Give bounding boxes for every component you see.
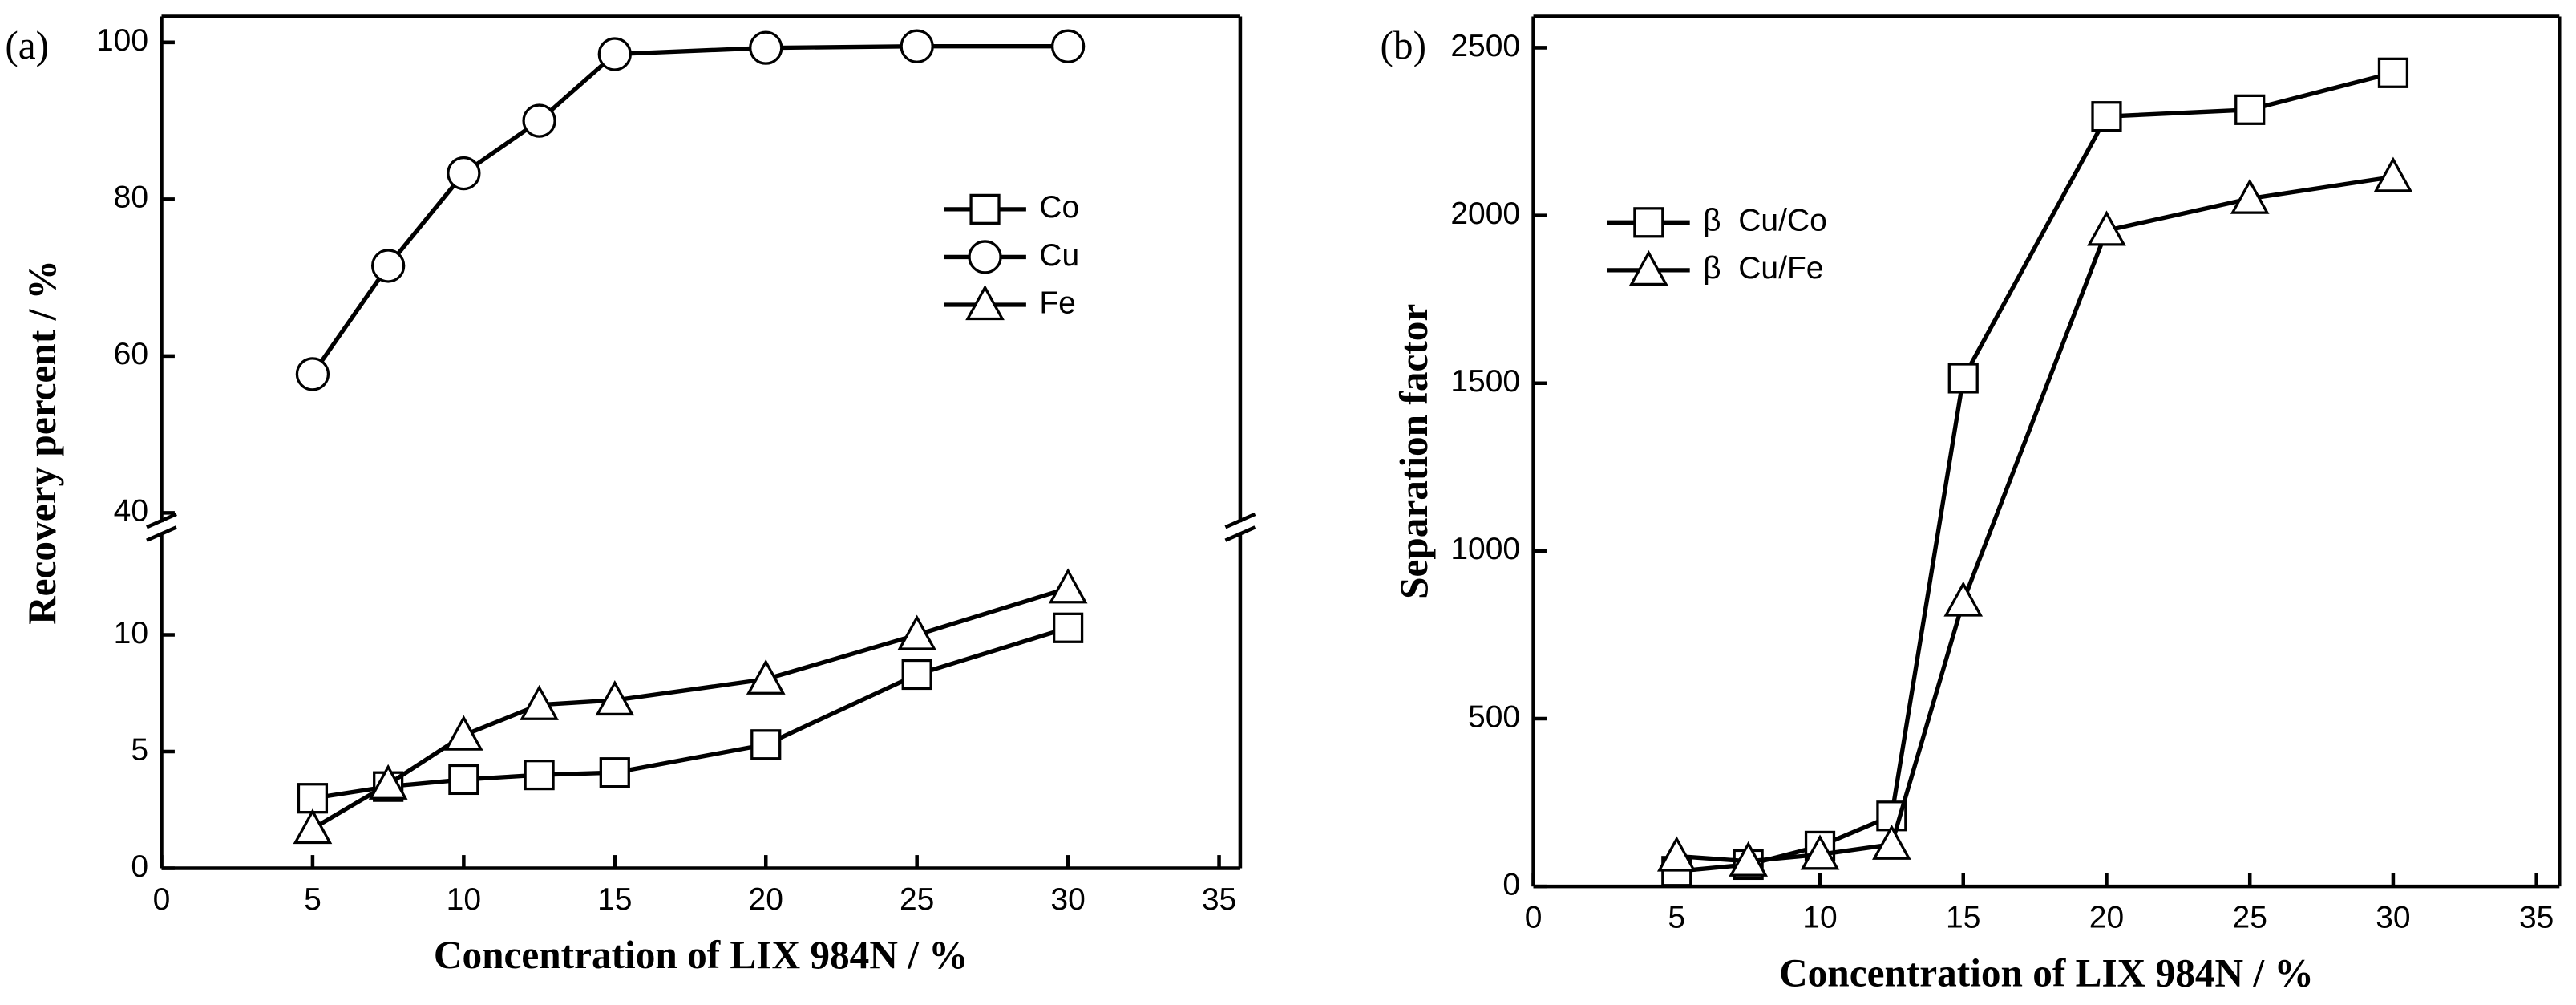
y-tick-label: 80 [114, 180, 148, 215]
x-tick-label: 20 [749, 882, 783, 917]
y-tick-label: 40 [114, 494, 148, 529]
y-tick-label: 100 [96, 23, 148, 58]
data-point [746, 659, 786, 695]
x-tick-label: 25 [2233, 900, 2267, 934]
data-point [1656, 836, 1696, 872]
panel-label: (a) [5, 23, 49, 67]
data-point [444, 715, 483, 751]
x-tick-label: 30 [2376, 900, 2410, 934]
data-point [370, 249, 406, 283]
x-tick-label: 10 [1802, 900, 1837, 934]
data-point [293, 808, 333, 845]
y-tick-label: 60 [114, 337, 148, 371]
data-point [595, 680, 635, 716]
y-tick-label: 5 [131, 732, 148, 767]
x-tick-label: 0 [153, 882, 171, 917]
legend-marker [968, 240, 1002, 274]
x-axis-label: Concentration of LIX 984N / % [434, 933, 969, 977]
axis-break [1224, 525, 1256, 542]
data-point [749, 30, 783, 65]
data-point [2087, 210, 2126, 246]
y-tick-label: 10 [114, 616, 148, 650]
data-point [2377, 57, 2409, 88]
data-point [1053, 612, 1084, 643]
y-tick-label: 0 [1502, 867, 1520, 902]
y-tick-label: 500 [1468, 699, 1520, 734]
y-tick-label: 1000 [1450, 532, 1520, 566]
y-tick-label: 2500 [1450, 29, 1520, 63]
x-tick-label: 35 [1202, 882, 1236, 917]
legend-marker [969, 193, 1001, 225]
data-point [750, 729, 782, 760]
data-point [599, 757, 630, 788]
data-point [2234, 94, 2266, 125]
data-point [900, 29, 934, 63]
data-point [2373, 156, 2413, 192]
x-axis-label: Concentration of LIX 984N / % [1779, 950, 2314, 995]
x-tick-label: 15 [1946, 900, 1980, 934]
x-tick-label: 0 [1525, 900, 1543, 934]
legend-label: β Cu/Fe [1703, 251, 1823, 286]
x-tick-label: 30 [1050, 882, 1085, 917]
data-point [597, 37, 632, 71]
data-point [1800, 834, 1840, 870]
x-tick-label: 25 [900, 882, 934, 917]
axis-break [146, 512, 177, 529]
data-point [524, 760, 555, 791]
series-line [310, 44, 1069, 375]
x-tick-label: 15 [597, 882, 632, 917]
x-tick-label: 5 [304, 882, 321, 917]
panel-label: (b) [1381, 23, 1426, 67]
legend-label: Co [1039, 190, 1079, 225]
data-point [897, 614, 937, 650]
series-line [1676, 174, 2394, 864]
data-point [1729, 841, 1769, 877]
y-tick-label: 1500 [1450, 364, 1520, 399]
y-axis-label: Separation factor [1392, 304, 1436, 599]
x-tick-label: 10 [447, 882, 481, 917]
x-tick-label: 35 [2519, 900, 2554, 934]
data-point [295, 357, 330, 391]
series-line [312, 626, 1069, 800]
data-point [1947, 363, 1979, 394]
y-tick-label: 2000 [1450, 197, 1520, 231]
data-point [1050, 29, 1086, 63]
legend-marker [965, 285, 1005, 321]
series-line [311, 586, 1069, 831]
y-tick-label: 0 [131, 849, 148, 884]
data-point [447, 156, 481, 191]
x-tick-label: 20 [2089, 900, 2124, 934]
data-point [1872, 824, 1911, 860]
legend-label: β Cu/Co [1703, 204, 1827, 238]
x-tick-label: 5 [1668, 900, 1685, 934]
data-point [2230, 178, 2270, 214]
legend-label: Fe [1039, 286, 1076, 320]
data-point [522, 103, 556, 138]
data-point [448, 764, 479, 796]
data-point [901, 659, 932, 691]
data-point [368, 764, 408, 800]
legend-marker [1628, 249, 1668, 286]
data-point [1943, 581, 1984, 617]
data-point [297, 783, 329, 814]
data-point [1048, 568, 1088, 604]
legend-marker [1633, 207, 1664, 238]
legend-label: Cu [1039, 238, 1079, 273]
axis-break [146, 525, 177, 542]
axis-break [1224, 512, 1256, 529]
data-point [520, 684, 559, 720]
data-point [2091, 101, 2122, 132]
y-axis-label: Recovery percent / % [20, 260, 64, 625]
